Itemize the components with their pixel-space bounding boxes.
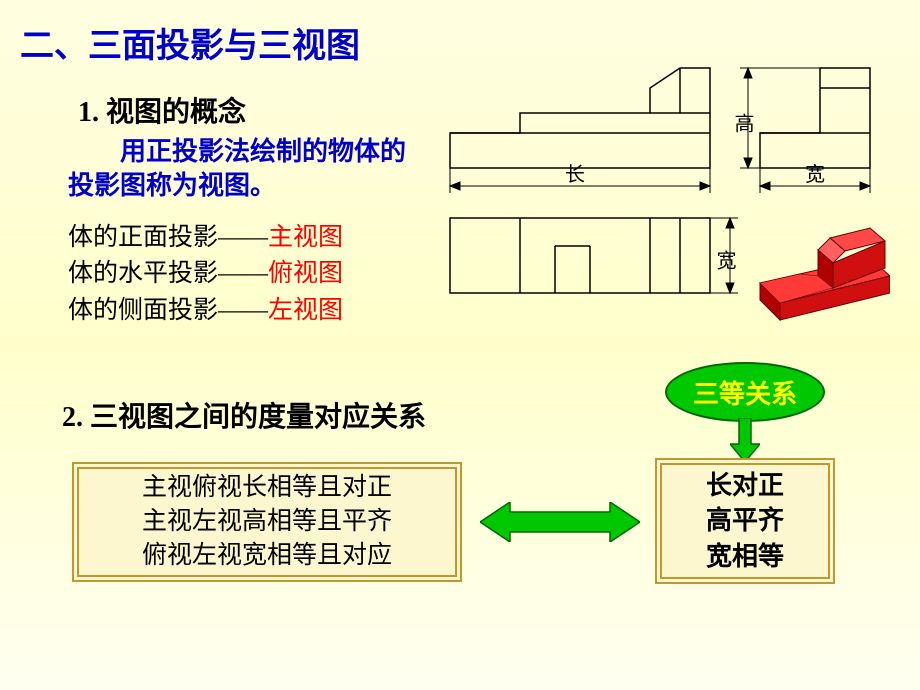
- height-label: 高: [731, 113, 753, 133]
- bidirectional-arrow-icon: [480, 502, 640, 542]
- concept-text: 用正投影法绘制的物体的投影图称为视图。: [68, 135, 408, 203]
- section1-heading: 1. 视图的概念: [78, 90, 246, 130]
- relation-ellipse: 三等关系: [665, 362, 825, 422]
- projection-list: 体的正面投影——主视图 体的水平投影——俯视图 体的侧面投影——左视图: [68, 220, 343, 329]
- item-prefix: 体的侧面投影——: [68, 297, 268, 324]
- rule-line: 高平齐: [706, 503, 784, 538]
- item-prefix: 体的正面投影——: [68, 224, 268, 251]
- main-title: 二、三面投影与三视图: [20, 18, 360, 67]
- rules-box-left: 主视俯视长相等且对正 主视左视高相等且平齐 俯视左视宽相等且对应: [72, 462, 462, 582]
- rule-line: 宽相等: [706, 539, 784, 574]
- width-label: 宽: [805, 163, 825, 186]
- isometric-solid: [760, 228, 890, 320]
- three-view-diagram: 长 高 宽 宽: [440, 58, 890, 348]
- item-term: 俯视图: [268, 260, 343, 287]
- down-arrow-icon: [730, 418, 760, 462]
- list-item: 体的正面投影——主视图: [68, 220, 343, 256]
- item-term: 主视图: [268, 224, 343, 251]
- section2-heading: 2. 三视图之间的度量对应关系: [62, 395, 426, 435]
- rule-line: 主视左视高相等且平齐: [142, 505, 392, 539]
- rules-box-right: 长对正 高平齐 宽相等: [655, 458, 835, 584]
- width-label2: 宽: [713, 250, 736, 270]
- rule-line: 长对正: [706, 468, 784, 503]
- rule-line: 主视俯视长相等且对正: [142, 471, 392, 505]
- item-term: 左视图: [268, 297, 343, 324]
- list-item: 体的水平投影——俯视图: [68, 256, 343, 292]
- length-label: 长: [565, 163, 585, 186]
- item-prefix: 体的水平投影——: [68, 260, 268, 287]
- rule-line: 俯视左视宽相等且对应: [142, 539, 392, 573]
- list-item: 体的侧面投影——左视图: [68, 293, 343, 329]
